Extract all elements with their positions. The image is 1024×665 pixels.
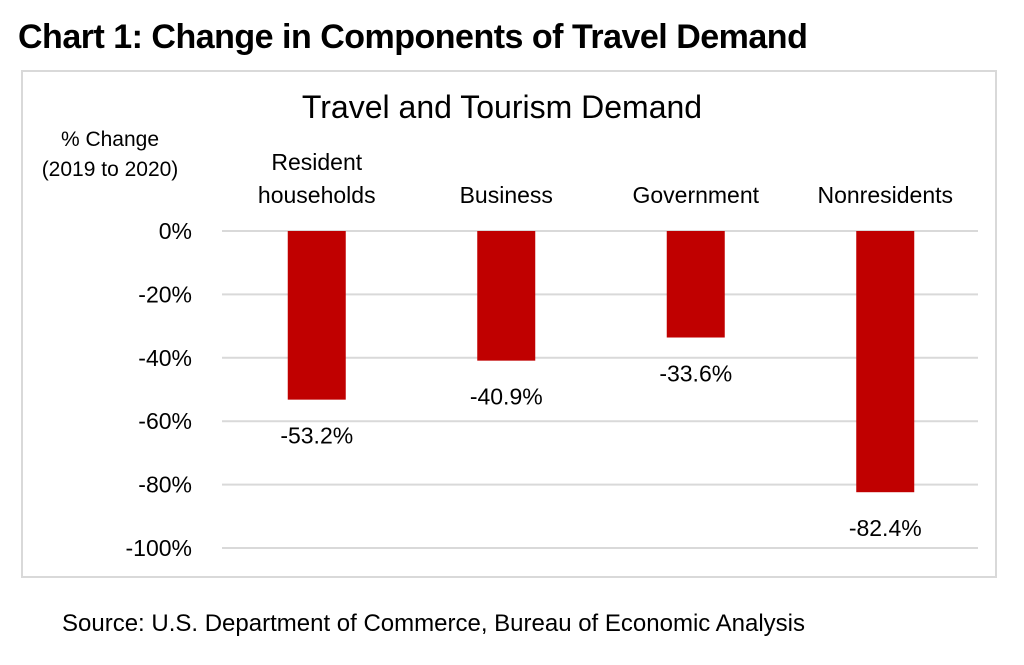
category-label: Business (460, 182, 553, 208)
category-label: Government (632, 182, 759, 208)
source-note: Source: U.S. Department of Commerce, Bur… (62, 610, 805, 637)
data-label: -40.9% (470, 384, 543, 410)
y-tick-labels: 0% -20% -40% -60% -80% -100% (126, 218, 192, 561)
bar (856, 231, 915, 493)
category-label: Resident (271, 149, 362, 175)
chart-frame (21, 70, 997, 578)
y-tick-label: -20% (138, 281, 192, 307)
data-label: -82.4% (849, 515, 922, 541)
y-tick-label: -100% (126, 535, 192, 561)
data-labels: -53.2% -40.9% -33.6% -82.4% (280, 361, 921, 542)
bars (287, 231, 915, 493)
y-axis-label-line-2: (2019 to 2020) (42, 158, 179, 181)
y-tick-label: -80% (138, 472, 192, 498)
y-axis-label-line-1: % Change (61, 128, 159, 151)
y-tick-label: -40% (138, 345, 192, 371)
category-label: Nonresidents (817, 182, 953, 208)
chart-title: Travel and Tourism Demand (302, 89, 702, 125)
y-tick-label: 0% (159, 218, 192, 244)
y-tick-label: -60% (138, 408, 192, 434)
chart-heading: Chart 1: Change in Components of Travel … (18, 18, 808, 56)
data-label: -33.6% (659, 361, 732, 387)
bar (287, 231, 346, 400)
bar (666, 231, 725, 338)
bar (477, 231, 536, 361)
gridlines (222, 230, 978, 549)
category-label: households (258, 182, 376, 208)
data-label: -53.2% (280, 423, 353, 449)
category-labels: Resident households Business Government Nonr… (258, 149, 953, 208)
